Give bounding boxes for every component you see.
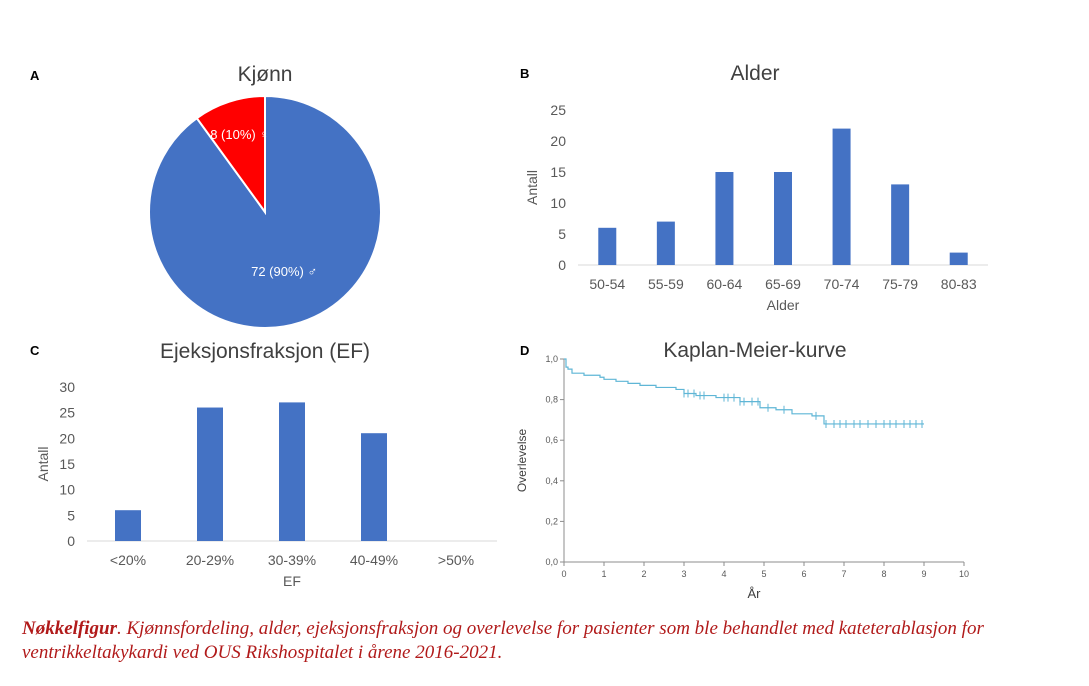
age-chart-title: Alder bbox=[730, 62, 780, 85]
km-x-tick-label-9: 9 bbox=[921, 569, 926, 579]
km-x-axis-title: År bbox=[748, 586, 762, 600]
ef-bar-chart: 0 5 10 15 20 25 30 <20% 20-29% 30-39% 40-49% >50% EF… bbox=[35, 379, 497, 589]
pie-chart: 72 (90%) ♂ 8 (10%) ♀ bbox=[148, 94, 382, 329]
bar-<20% bbox=[115, 510, 141, 541]
y-tick-label-5: 25 bbox=[550, 102, 566, 118]
km-x-tick-label-5: 5 bbox=[761, 569, 766, 579]
y-tick-label-1: 5 bbox=[558, 226, 566, 242]
km-y-tick-label-4: 0,8 bbox=[545, 395, 558, 405]
km-y-tick-label-1: 0,2 bbox=[545, 516, 558, 526]
y-tick-label-4: 20 bbox=[550, 133, 566, 149]
y-axis-title: Antall bbox=[524, 170, 540, 205]
x-tick-label-1: 55-59 bbox=[648, 276, 684, 292]
x-tick-label-6: 80-83 bbox=[941, 276, 977, 292]
pie-slice-1 bbox=[195, 94, 266, 216]
x-tick-label-2: 30-39% bbox=[268, 552, 316, 568]
km-y-tick-label-5: 1,0 bbox=[545, 354, 558, 364]
km-y-tick-label-2: 0,4 bbox=[545, 476, 558, 486]
pie-slice-label-0: 72 (90%) ♂ bbox=[251, 264, 317, 279]
x-tick-label-5: 75-79 bbox=[882, 276, 918, 292]
x-axis-title: EF bbox=[283, 573, 301, 589]
y-tick-label-1: 5 bbox=[67, 507, 75, 523]
x-tick-label-3: 40-49% bbox=[350, 552, 398, 568]
bar-70-74 bbox=[832, 128, 851, 265]
x-tick-label-3: 65-69 bbox=[765, 276, 801, 292]
caption-bold: Nøkkelfigur bbox=[22, 618, 117, 639]
km-x-tick-label-0: 0 bbox=[561, 569, 566, 579]
x-tick-label-4: >50% bbox=[438, 552, 474, 568]
km-x-tick-label-8: 8 bbox=[881, 569, 886, 579]
bar-65-69 bbox=[774, 172, 792, 265]
km-x-tick-label-4: 4 bbox=[721, 569, 726, 579]
bar-75-79 bbox=[891, 184, 910, 265]
x-tick-label-2: 60-64 bbox=[707, 276, 743, 292]
pie-slice-label-1: 8 (10%) ♀ bbox=[210, 127, 269, 142]
y-axis-title: Antall bbox=[35, 446, 51, 481]
km-y-axis-title: Overlevelse bbox=[515, 428, 529, 492]
km-x-tick-label-6: 6 bbox=[801, 569, 806, 579]
y-tick-label-3: 15 bbox=[59, 456, 75, 472]
y-tick-label-5: 25 bbox=[59, 405, 75, 421]
y-tick-label-0: 0 bbox=[558, 257, 566, 273]
y-tick-label-6: 30 bbox=[59, 379, 75, 395]
age-bar-chart: 0 5 10 15 20 25 50-54 55-59 60-64 65-69 70-74 75-79… bbox=[524, 102, 988, 313]
bar-60-64 bbox=[715, 172, 734, 265]
km-x-tick-label-2: 2 bbox=[641, 569, 646, 579]
y-tick-label-3: 15 bbox=[550, 164, 566, 180]
caption-text: . Kjønnsfordeling, alder, ejeksjonsfraks… bbox=[22, 618, 984, 663]
bar-30-39% bbox=[279, 402, 305, 541]
km-chart-title: Kaplan-Meier-kurve bbox=[663, 339, 847, 362]
y-tick-label-2: 10 bbox=[550, 195, 566, 211]
y-tick-label-2: 10 bbox=[59, 482, 75, 498]
figure-caption: Nøkkelfigur. Kjønnsfordeling, alder, eje… bbox=[22, 617, 1062, 665]
panel-letter-a: A bbox=[30, 68, 40, 83]
panel-letter-c: C bbox=[30, 343, 40, 358]
x-tick-label-4: 70-74 bbox=[824, 276, 860, 292]
x-tick-label-0: 50-54 bbox=[589, 276, 625, 292]
km-x-tick-label-10: 10 bbox=[959, 569, 969, 579]
x-axis-title: Alder bbox=[767, 297, 800, 313]
km-y-tick-label-0: 0,0 bbox=[545, 557, 558, 567]
km-x-tick-label-7: 7 bbox=[841, 569, 846, 579]
y-tick-label-4: 20 bbox=[59, 430, 75, 446]
km-survival-curve bbox=[564, 358, 924, 425]
bar-20-29% bbox=[197, 407, 223, 541]
x-tick-label-0: <20% bbox=[110, 552, 146, 568]
x-tick-label-1: 20-29% bbox=[186, 552, 234, 568]
bar-50-54 bbox=[598, 227, 617, 265]
km-y-tick-label-3: 0,6 bbox=[545, 435, 558, 445]
y-tick-label-0: 0 bbox=[67, 533, 75, 549]
bar-80-83 bbox=[949, 252, 968, 265]
kaplan-meier-chart: 0,0 0,2 0,4 0,6 0,8 1,0 0 1 2 3 4 5 6 7 8 9 10 År Overleve… bbox=[515, 354, 969, 600]
panel-letter-d: D bbox=[520, 343, 530, 358]
ef-chart-title: Ejeksjonsfraksjon (EF) bbox=[159, 340, 371, 363]
km-x-tick-label-3: 3 bbox=[681, 569, 686, 579]
bar-40-49% bbox=[361, 433, 387, 541]
pie-chart-title: Kjønn bbox=[237, 63, 293, 86]
km-x-tick-label-1: 1 bbox=[601, 569, 606, 579]
panel-letter-b: B bbox=[520, 66, 530, 81]
bar-55-59 bbox=[656, 221, 675, 265]
